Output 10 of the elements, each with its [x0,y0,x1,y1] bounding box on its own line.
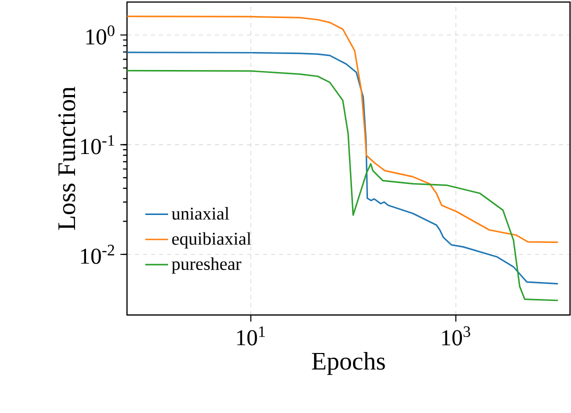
legend-label: uniaxial [172,207,230,220]
y-tick-label: 10$^{-2}$ [81,244,114,264]
x-tick-label: 10$^{1}$ [237,326,265,346]
legend-label: equibiaxial [172,232,252,249]
x-tick-label: 10$^{3}$ [442,326,470,346]
x-axis-title: Epochs [312,352,385,375]
y-axis-title: Loss Function [58,86,76,230]
y-tick-label: 10$^{-1}$ [81,135,114,154]
y-tick-label: 10$^{0}$ [86,25,114,45]
legend-label: pureshear [172,257,242,274]
